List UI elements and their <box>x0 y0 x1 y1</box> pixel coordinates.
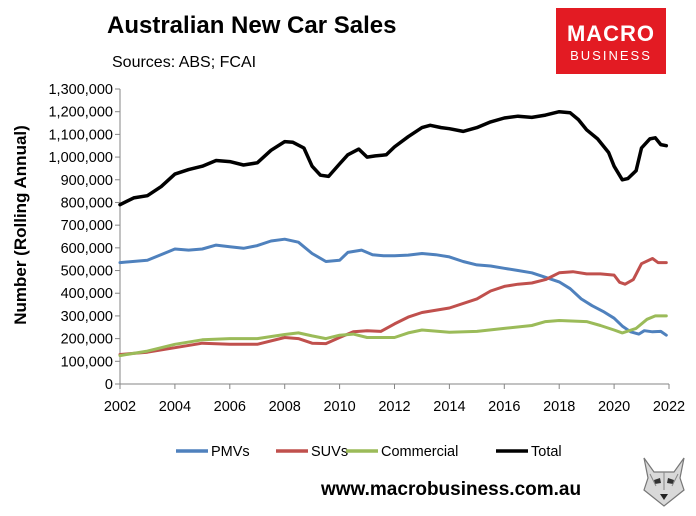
series-lines <box>118 109 669 358</box>
y-tick-label: 600,000 <box>61 241 113 257</box>
x-tick-label: 2006 <box>214 399 246 415</box>
series-line-commercial <box>118 314 668 358</box>
legend-label-total: Total <box>531 444 562 460</box>
x-tick-label: 2022 <box>653 399 685 415</box>
y-tick-label: 800,000 <box>61 195 113 211</box>
y-axis-label: Number (Rolling Annual) <box>11 125 30 325</box>
y-tick-label: 200,000 <box>61 332 113 348</box>
legend-label-suvs: SUVs <box>311 444 348 460</box>
chart-legend: PMVs SUVs Commercial Total <box>176 444 562 460</box>
y-tick-label: 1,200,000 <box>48 105 113 121</box>
y-tick-label: 1,000,000 <box>48 150 113 166</box>
legend-label-pmvs: PMVs <box>211 444 250 460</box>
series-line-pmvs <box>118 237 668 337</box>
y-tick-label: 100,000 <box>61 354 113 370</box>
y-tick-label: 1,300,000 <box>48 82 113 98</box>
x-tick-label: 2012 <box>378 399 410 415</box>
chart-title: Australian New Car Sales <box>107 12 397 39</box>
macrobusiness-logo: MACRO BUSINESS <box>556 8 666 74</box>
x-tick-label: 2008 <box>269 399 301 415</box>
series-line-total <box>118 109 669 207</box>
y-tick-label: 700,000 <box>61 218 113 234</box>
website-url: www.macrobusiness.com.au <box>321 479 582 500</box>
x-tick-label: 2016 <box>488 399 520 415</box>
x-tick-label: 2018 <box>543 399 575 415</box>
logo-line2: BUSINESS <box>570 48 652 63</box>
y-tick-label: 300,000 <box>61 309 113 325</box>
y-tick-label: 500,000 <box>61 264 113 280</box>
x-tick-label: 2010 <box>323 399 355 415</box>
y-tick-label: 900,000 <box>61 173 113 189</box>
x-tick-label: 2020 <box>598 399 630 415</box>
series-line-suvs <box>118 257 668 356</box>
chart-sources: Sources: ABS; FCAI <box>112 54 257 71</box>
logo-line1: MACRO <box>566 21 656 46</box>
axis-grid: 0 100,000 200,000 300,000 400,000 500,000 600,… <box>48 82 685 415</box>
wolf-mascot-icon <box>643 457 685 507</box>
x-tick-label: 2004 <box>159 399 191 415</box>
x-tick-label: 2014 <box>433 399 465 415</box>
x-tick-label: 2002 <box>104 399 136 415</box>
y-tick-label: 0 <box>105 377 113 393</box>
y-tick-label: 1,100,000 <box>48 127 113 143</box>
legend-label-commercial: Commercial <box>381 444 458 460</box>
y-tick-label: 400,000 <box>61 286 113 302</box>
